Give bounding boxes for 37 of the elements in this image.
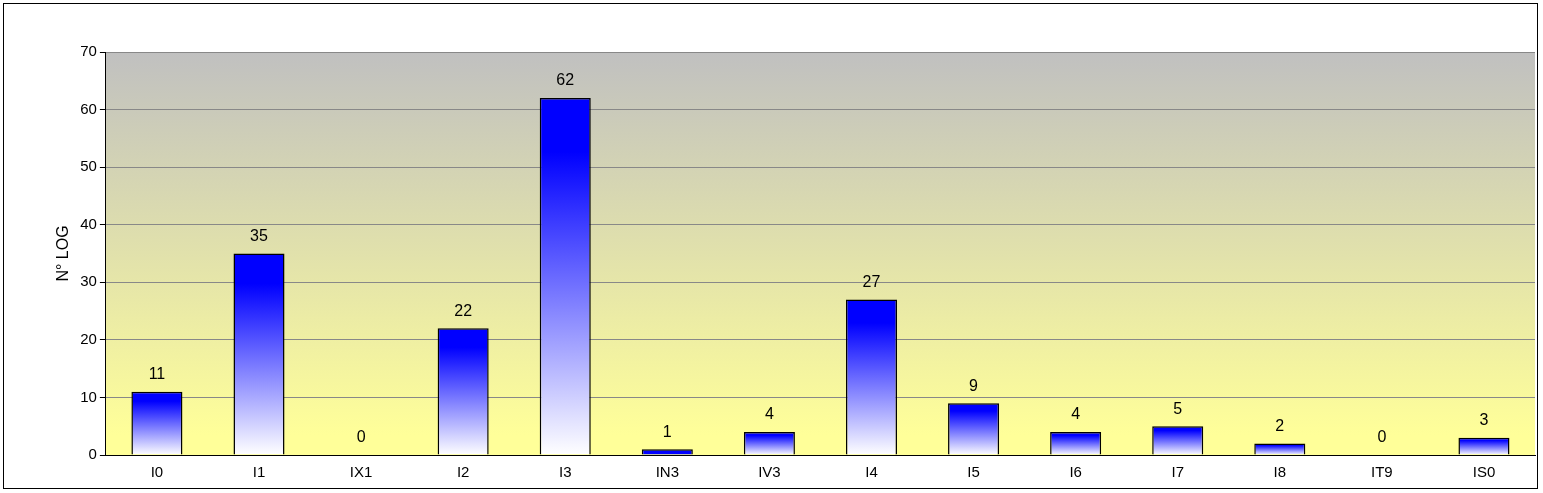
x-tick-label: I5: [967, 463, 980, 481]
data-label: 22: [454, 301, 473, 319]
y-tick-label: 20: [80, 330, 97, 347]
data-label: 5: [1173, 399, 1183, 417]
x-tick-label: I6: [1069, 463, 1082, 481]
data-label: 0: [356, 428, 366, 446]
x-tick-label: IN3: [655, 463, 679, 481]
data-label: 2: [1275, 416, 1285, 434]
x-tick-label: I8: [1273, 463, 1287, 481]
x-tick-label: I1: [252, 463, 266, 481]
data-label: 3: [1479, 411, 1489, 429]
x-tick-label: I7: [1171, 463, 1184, 481]
x-tick-label: I3: [558, 463, 572, 481]
y-tick-label: 40: [80, 214, 97, 232]
data-label: 4: [764, 405, 774, 423]
x-tick-label: IT9: [1371, 463, 1393, 481]
data-label: 9: [969, 376, 979, 394]
y-tick-label: 50: [80, 157, 97, 175]
x-tick-label: IX1: [349, 463, 373, 481]
data-label: 4: [1071, 405, 1081, 423]
data-label: 62: [556, 71, 575, 89]
data-label: 27: [862, 272, 881, 290]
y-tick-label: 60: [80, 99, 97, 117]
x-tick-label: I4: [865, 463, 878, 481]
x-tick-label: IS0: [1472, 463, 1496, 481]
data-label: 11: [148, 365, 166, 383]
x-tick-label: I2: [456, 463, 470, 481]
y-tick-label: 30: [80, 272, 97, 290]
y-axis-title: N° LOG: [54, 225, 72, 282]
y-tick-label: 0: [88, 445, 97, 463]
data-label: 35: [250, 226, 268, 244]
x-tick-label: IV3: [758, 463, 781, 481]
data-label: 0: [1377, 428, 1387, 446]
y-tick-label: 10: [80, 387, 97, 405]
data-label: 1: [662, 422, 672, 440]
x-tick-label: I0: [150, 463, 164, 481]
y-tick-label: 70: [80, 42, 97, 60]
